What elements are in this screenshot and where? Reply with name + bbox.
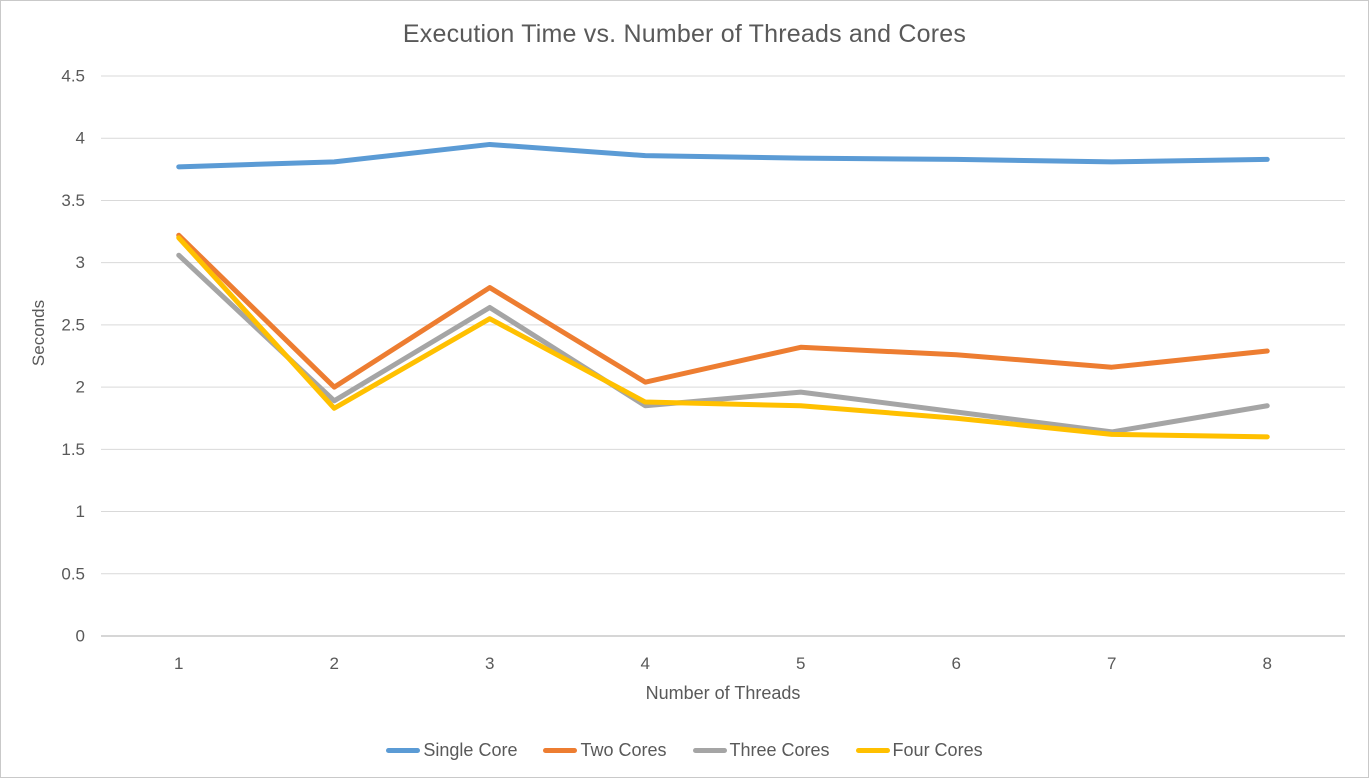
legend-label: Four Cores: [892, 740, 983, 760]
legend-item-four-cores: Four Cores: [855, 740, 983, 761]
y-axis-title: Seconds: [29, 299, 48, 367]
y-tick-label: 0.5: [61, 564, 85, 583]
x-tick-label: 8: [1263, 654, 1272, 673]
legend-label: Three Cores: [729, 740, 830, 760]
chart-legend: Single Core Two Cores Three Cores Four Core…: [1, 740, 1368, 761]
y-tick-label: 2: [76, 378, 85, 397]
chart-title: Execution Time vs. Number of Threads and…: [402, 20, 967, 48]
legend-label: Single Core: [423, 740, 518, 760]
legend-swatch-single-core: [386, 748, 421, 753]
x-tick-label: 5: [796, 654, 805, 673]
x-tick-label: 1: [174, 654, 183, 673]
legend-swatch-four-cores: [855, 748, 890, 753]
y-tick-label: 3.5: [61, 191, 85, 210]
x-tick-label: 7: [1107, 654, 1116, 673]
x-tick-label: 2: [330, 654, 339, 673]
y-tick-label: 3: [76, 253, 85, 272]
y-tick-label: 1.5: [61, 440, 85, 459]
y-tick-label: 1: [76, 502, 85, 521]
y-tick-label: 0: [76, 627, 85, 646]
legend-item-three-cores: Three Cores: [692, 740, 830, 761]
series-line-four-cores: [176, 235, 1270, 440]
legend-item-two-cores: Two Cores: [543, 740, 667, 761]
legend-item-single-core: Single Core: [386, 740, 517, 761]
legend-label: Two Cores: [580, 740, 667, 760]
x-tick-label: 3: [485, 654, 494, 673]
series-line-single-core: [176, 141, 1270, 170]
series-line-three-cores: [176, 252, 1270, 435]
x-tick-label: 6: [952, 654, 961, 673]
legend-swatch-two-cores: [543, 748, 578, 753]
series-line-two-cores: [176, 232, 1270, 390]
y-tick-label: 4.5: [61, 67, 85, 86]
legend-swatch-three-cores: [692, 748, 727, 753]
y-tick-label: 2.5: [61, 315, 85, 334]
y-tick-label: 4: [76, 129, 85, 148]
x-tick-label: 4: [641, 654, 650, 673]
x-axis-title: Number of Threads: [645, 683, 801, 703]
